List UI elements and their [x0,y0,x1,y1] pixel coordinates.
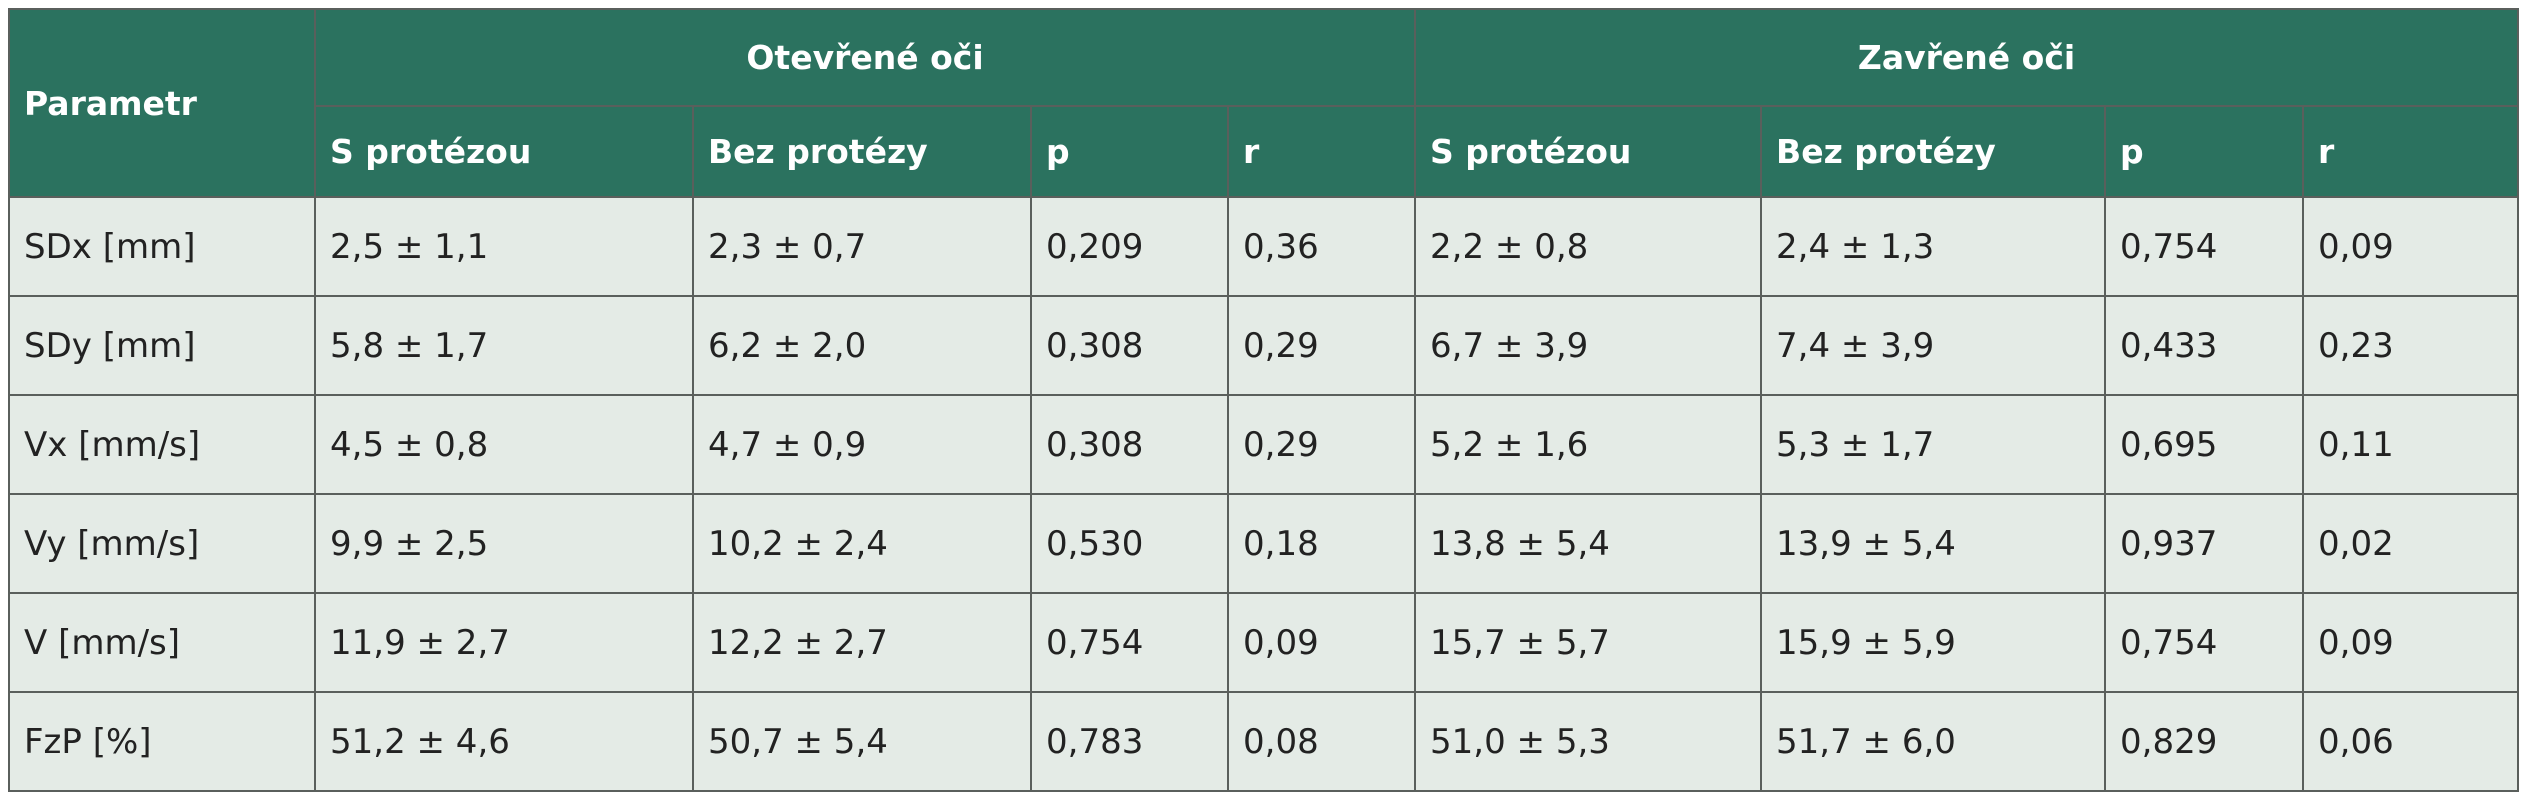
table-row: SDy [mm] 5,8 ± 1,7 6,2 ± 2,0 0,308 0,29 6,7 ±… [8,295,2520,396]
table-cell: 0,754 [1030,592,1229,693]
table-cell: 0,530 [1030,493,1229,594]
table-cell: 0,18 [1226,493,1417,594]
data-table: Parametr Otevřené oči Zavřené oči S proté… [8,8,2520,792]
table-cell: 6,2 ± 2,0 [692,295,1032,396]
column-header: p [1030,105,1229,198]
table-cell: 13,8 ± 5,4 [1414,493,1763,594]
column-header: S protézou [1414,105,1763,198]
column-header: Bez protézy [692,105,1032,198]
table-body: SDx [mm] 2,5 ± 1,1 2,3 ± 0,7 0,209 0,36 2,2 ±… [8,196,2520,792]
table-cell: 0,29 [1226,295,1417,396]
table-cell: 15,9 ± 5,9 [1760,592,2107,693]
table-cell: 2,4 ± 1,3 [1760,196,2107,297]
table-cell: 12,2 ± 2,7 [692,592,1032,693]
table-cell: 11,9 ± 2,7 [314,592,694,693]
table-cell: 51,2 ± 4,6 [314,691,694,792]
table-cell: 0,08 [1226,691,1417,792]
table-cell: 0,23 [2302,295,2520,396]
column-header: Bez protézy [1760,105,2107,198]
header-row: S protézou Bez protézy p r S protézou Bez pro… [9,105,2520,198]
group-header: Zavřené oči [1414,8,2520,107]
table-cell: 7,4 ± 3,9 [1760,295,2107,396]
header-row: Parametr Otevřené oči Zavřené oči [8,8,2520,198]
row-label: FzP [%] [8,691,316,792]
row-label: V [mm/s] [8,592,316,693]
table-cell: 6,7 ± 3,9 [1414,295,1763,396]
table-cell: 0,209 [1030,196,1229,297]
table-cell: 5,3 ± 1,7 [1760,394,2107,495]
table-cell: 2,5 ± 1,1 [314,196,694,297]
table-cell: 0,02 [2302,493,2520,594]
table-cell: 0,11 [2302,394,2520,495]
group-header: Otevřené oči [313,8,1417,107]
table-cell: 10,2 ± 2,4 [692,493,1032,594]
table-cell: 0,09 [2302,592,2520,693]
table-cell: 0,06 [2302,691,2520,792]
table-cell: 0,29 [1226,394,1417,495]
table-cell: 0,308 [1030,295,1229,396]
table-cell: 0,433 [2104,295,2305,396]
table-cell: 0,695 [2104,394,2305,495]
table-cell: 13,9 ± 5,4 [1760,493,2107,594]
row-label: SDx [mm] [8,196,316,297]
table-cell: 51,7 ± 6,0 [1760,691,2107,792]
table-cell: 15,7 ± 5,7 [1414,592,1763,693]
column-header: p [2104,105,2305,198]
column-header: r [2302,105,2520,198]
table-cell: 0,754 [2104,592,2305,693]
table-row: FzP [%] 51,2 ± 4,6 50,7 ± 5,4 0,783 0,08 51,0… [8,691,2520,792]
row-label: Vx [mm/s] [8,394,316,495]
table-cell: 0,783 [1030,691,1229,792]
row-label: Vy [mm/s] [8,493,316,594]
column-header: r [1226,105,1417,198]
table-cell: 2,3 ± 0,7 [692,196,1032,297]
table-cell: 0,754 [2104,196,2305,297]
table-cell: 9,9 ± 2,5 [314,493,694,594]
table-row: Vx [mm/s] 4,5 ± 0,8 4,7 ± 0,9 0,308 0,29 5,2 … [8,394,2520,495]
table-cell: 4,7 ± 0,9 [692,394,1032,495]
table-cell: 5,8 ± 1,7 [314,295,694,396]
column-header: S protézou [314,105,694,198]
table-row: SDx [mm] 2,5 ± 1,1 2,3 ± 0,7 0,209 0,36 2,2 ±… [8,196,2520,297]
table-cell: 2,2 ± 0,8 [1414,196,1763,297]
table-cell: 0,09 [2302,196,2520,297]
table-row: Vy [mm/s] 9,9 ± 2,5 10,2 ± 2,4 0,530 0,18 13,… [8,493,2520,594]
table-cell: 5,2 ± 1,6 [1414,394,1763,495]
row-label: SDy [mm] [8,295,316,396]
table-cell: 0,308 [1030,394,1229,495]
header-cell: Parametr [8,8,316,198]
table-cell: 0,09 [1226,592,1417,693]
table-cell: 51,0 ± 5,3 [1414,691,1763,792]
table-cell: 0,937 [2104,493,2305,594]
table-cell: 4,5 ± 0,8 [314,394,694,495]
table-cell: 0,829 [2104,691,2305,792]
table-row: V [mm/s] 11,9 ± 2,7 12,2 ± 2,7 0,754 0,09 15,… [8,592,2520,693]
table-wrap: Parametr Otevřené oči Zavřené oči S proté… [8,8,2520,792]
table-cell: 50,7 ± 5,4 [692,691,1032,792]
table-cell: 0,36 [1226,196,1417,297]
